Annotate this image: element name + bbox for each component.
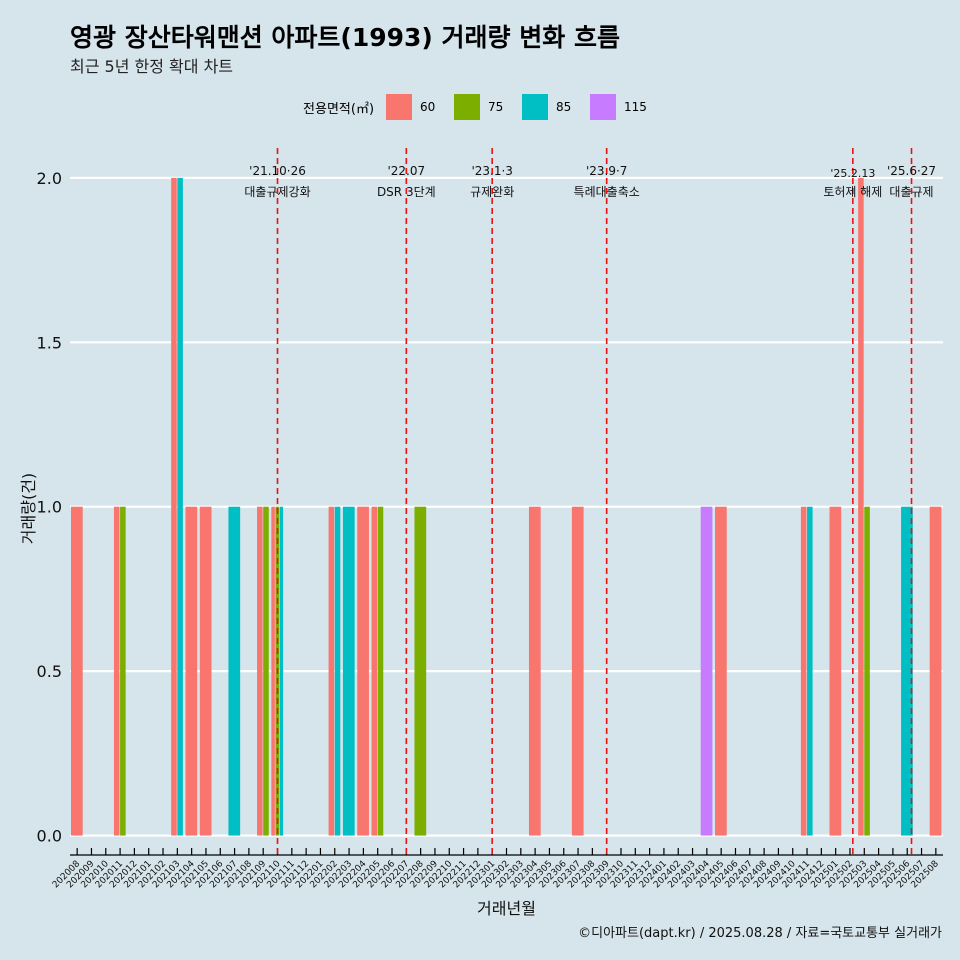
y-tick-label: 1.5 <box>37 333 62 352</box>
bar <box>334 506 341 836</box>
annotation-date: '22.07 <box>387 164 425 178</box>
bar <box>371 506 378 836</box>
bar <box>715 506 727 836</box>
chart-subtitle: 최근 5년 한정 확대 차트 <box>70 57 234 76</box>
annotation-label: 토허제 해제 <box>823 185 882 199</box>
bar <box>901 506 913 836</box>
bar <box>342 506 355 836</box>
bar <box>377 506 384 836</box>
bar <box>858 177 864 836</box>
bar <box>800 506 807 836</box>
bar <box>120 506 126 836</box>
y-tick-label: 0.5 <box>37 662 62 681</box>
legend-swatch <box>522 94 549 120</box>
legend-item: 60 <box>386 94 450 120</box>
bar <box>414 506 427 836</box>
annotation-label: 대출규제강화 <box>244 185 310 199</box>
source-caption: ©디아파트(dapt.kr) / 2025.08.28 / 자료=국토교통부 실… <box>578 926 942 941</box>
legend-label: 115 <box>624 100 647 114</box>
legend-title: 전용면적(㎡) <box>303 101 375 117</box>
y-tick-label: 0.0 <box>37 827 62 846</box>
annotation-date: '23.1·3 <box>471 164 512 178</box>
bar <box>113 506 120 836</box>
bar <box>807 506 813 836</box>
bar <box>864 506 870 836</box>
annotation-label: 특례대출축소 <box>574 185 640 199</box>
bar <box>199 506 212 836</box>
bar <box>829 506 842 836</box>
bar <box>271 506 275 836</box>
legend-label: 60 <box>420 100 436 114</box>
bar <box>528 506 541 836</box>
legend-item: 75 <box>454 94 518 120</box>
bar <box>700 506 713 836</box>
y-axis-title: 거래량(건) <box>19 473 38 544</box>
legend: 전용면적(㎡) 60 75 85 115 <box>0 92 960 122</box>
legend-label: 85 <box>556 100 572 114</box>
legend-label: 75 <box>488 100 504 114</box>
annotation-label: DSR 3단계 <box>377 185 436 199</box>
legend-swatch <box>454 94 481 120</box>
annotation-date: '23.9·7 <box>586 164 627 178</box>
legend-swatch <box>590 94 617 120</box>
y-tick-label: 2.0 <box>37 169 62 188</box>
bar <box>257 506 263 836</box>
bar <box>228 506 241 836</box>
bar <box>71 506 83 836</box>
bar <box>571 506 584 836</box>
bar <box>177 177 183 836</box>
bar <box>185 506 198 836</box>
bar <box>279 506 284 836</box>
bar <box>357 506 369 836</box>
legend-item: 115 <box>590 94 657 120</box>
annotation-date: '25.6·27 <box>887 164 936 178</box>
bar <box>328 506 335 836</box>
chart-title: 영광 장산타워맨션 아파트(1993) 거래량 변화 흐름 <box>70 23 620 52</box>
annotation-date: '25.2.13 <box>830 167 875 180</box>
annotation-date: '21.10·26 <box>249 164 306 178</box>
bar <box>171 177 177 836</box>
legend-swatch <box>386 94 413 120</box>
x-axis-title: 거래년월 <box>477 899 536 918</box>
annotation-label: 규제완화 <box>470 185 514 199</box>
bar <box>929 506 942 836</box>
y-tick-label: 1.0 <box>37 498 62 517</box>
bar <box>263 506 269 836</box>
legend-item: 85 <box>522 94 586 120</box>
annotation-label: 대출규제 <box>889 185 933 199</box>
